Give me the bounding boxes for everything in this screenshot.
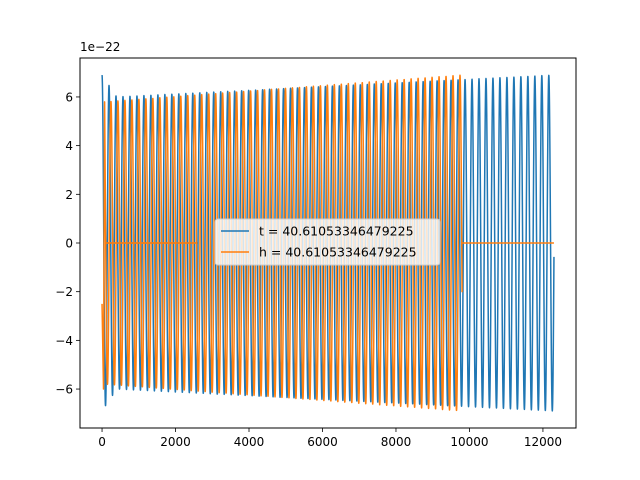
legend-label-t: t = 40.61053346479225 [259, 224, 414, 239]
legend-box [214, 218, 441, 266]
y-tick-label: −4 [55, 334, 73, 348]
y-tick-label: 2 [65, 188, 73, 202]
x-tick-label: 4000 [234, 435, 265, 449]
y-tick-label: 0 [65, 237, 73, 251]
x-tick-label: 6000 [307, 435, 338, 449]
x-tick-label: 10000 [450, 435, 488, 449]
y-tick-label: 4 [65, 139, 73, 153]
legend: t = 40.61053346479225 h = 40.61053346479… [214, 218, 441, 266]
x-tick-label: 0 [98, 435, 106, 449]
y-tick-label: −2 [55, 285, 73, 299]
series-line-t [101, 74, 555, 412]
y-tick-label: 6 [65, 90, 73, 104]
x-axis: 0 2000 4000 6000 8000 10000 12000 [98, 428, 562, 449]
y-offset-label: 1e−22 [80, 40, 120, 54]
y-axis: −6 −4 −2 0 2 4 6 [55, 90, 80, 397]
x-tick-label: 12000 [524, 435, 562, 449]
x-tick-label: 8000 [381, 435, 412, 449]
legend-label-h: h = 40.61053346479225 [259, 245, 417, 260]
x-tick-label: 2000 [160, 435, 191, 449]
y-tick-label: −6 [55, 383, 73, 397]
